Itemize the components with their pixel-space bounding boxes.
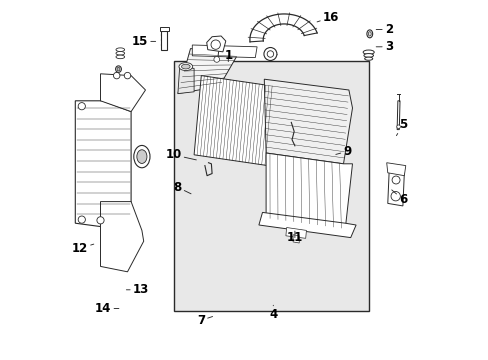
Text: 15: 15: [131, 35, 155, 48]
Circle shape: [396, 125, 400, 129]
Text: 7: 7: [196, 314, 212, 327]
Ellipse shape: [137, 150, 146, 163]
Circle shape: [391, 176, 399, 184]
Polygon shape: [194, 76, 275, 166]
Polygon shape: [387, 170, 404, 206]
Ellipse shape: [181, 64, 190, 69]
Circle shape: [264, 48, 276, 60]
Text: 4: 4: [268, 305, 277, 321]
Circle shape: [113, 72, 120, 79]
Polygon shape: [192, 45, 257, 58]
Bar: [161, 31, 167, 50]
Text: 2: 2: [375, 23, 392, 36]
Text: 6: 6: [391, 190, 407, 206]
Ellipse shape: [134, 145, 150, 168]
Polygon shape: [206, 36, 225, 52]
Ellipse shape: [116, 48, 124, 51]
Polygon shape: [264, 79, 352, 164]
Text: 9: 9: [335, 145, 351, 158]
Polygon shape: [265, 153, 352, 229]
Circle shape: [211, 40, 220, 49]
Text: 5: 5: [396, 118, 407, 136]
Ellipse shape: [115, 66, 121, 72]
Ellipse shape: [367, 32, 370, 36]
Circle shape: [124, 72, 130, 79]
Polygon shape: [292, 235, 299, 243]
Text: 13: 13: [126, 283, 149, 296]
Polygon shape: [178, 49, 239, 94]
Bar: [159, 27, 168, 31]
Circle shape: [97, 217, 104, 224]
Polygon shape: [101, 74, 145, 112]
Ellipse shape: [117, 67, 120, 71]
Text: 3: 3: [375, 40, 392, 53]
Circle shape: [78, 216, 85, 223]
Circle shape: [78, 103, 85, 110]
Ellipse shape: [363, 50, 373, 54]
Ellipse shape: [116, 51, 124, 55]
Circle shape: [266, 51, 273, 57]
Text: 14: 14: [95, 302, 119, 315]
Ellipse shape: [366, 30, 372, 38]
Polygon shape: [101, 202, 143, 272]
Bar: [174, 61, 368, 311]
Text: 1: 1: [224, 49, 232, 62]
Ellipse shape: [363, 54, 373, 57]
Circle shape: [390, 192, 400, 201]
Text: 11: 11: [286, 231, 303, 244]
Ellipse shape: [179, 63, 192, 71]
Polygon shape: [396, 101, 399, 130]
Polygon shape: [386, 163, 405, 176]
Polygon shape: [178, 67, 194, 94]
Polygon shape: [258, 212, 355, 238]
Text: 16: 16: [316, 11, 339, 24]
Text: 12: 12: [72, 242, 94, 255]
Polygon shape: [285, 228, 306, 238]
Ellipse shape: [116, 55, 124, 59]
Text: 8: 8: [173, 181, 191, 194]
Circle shape: [213, 57, 219, 62]
Ellipse shape: [364, 57, 372, 60]
Polygon shape: [75, 101, 131, 227]
Text: 10: 10: [165, 148, 196, 161]
